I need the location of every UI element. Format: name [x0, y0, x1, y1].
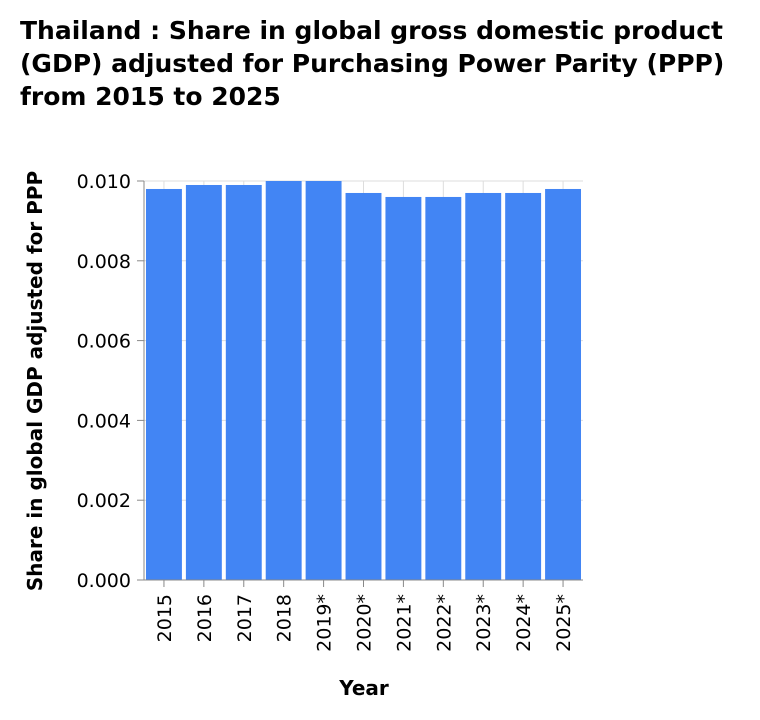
- x-axis-ticks: 2015 2016 2017 2018 2019* 2020* 2021* 2022* 2023…: [154, 580, 575, 652]
- y-tick-label: 0.000: [77, 570, 131, 592]
- x-tick-label: 2018: [274, 594, 296, 642]
- x-tick-label: 2021*: [393, 594, 415, 652]
- chart-title: Thailand : Share in global gross domesti…: [20, 16, 725, 111]
- bar-2022: [425, 196, 462, 580]
- bar-2023: [465, 192, 502, 580]
- x-tick-label: 2017: [234, 594, 256, 642]
- x-axis-label: Year: [338, 676, 389, 700]
- bar-2024: [505, 192, 542, 580]
- y-axis-label: Share in global GDP adjusted for PPP: [23, 171, 47, 591]
- bars: [145, 181, 582, 581]
- bar-2016: [185, 184, 222, 581]
- bar-2017: [225, 184, 262, 581]
- x-tick-label: 2015: [154, 594, 176, 642]
- y-axis-ticks: 0.000 0.002 0.004 0.006 0.008 0.010: [77, 171, 144, 592]
- bar-2019: [305, 181, 342, 580]
- x-tick-label: 2016: [194, 594, 216, 642]
- y-tick-label: 0.008: [77, 251, 131, 273]
- x-tick-label: 2022*: [433, 594, 455, 652]
- bar-2025: [545, 188, 582, 581]
- x-tick-label: 2020*: [354, 594, 376, 652]
- x-tick-label: 2019*: [314, 594, 336, 652]
- bar-2020: [345, 192, 382, 580]
- x-tick-label: 2024*: [513, 594, 535, 652]
- y-tick-label: 0.002: [77, 490, 131, 512]
- x-tick-label: 2023*: [473, 594, 495, 652]
- bar-2015: [145, 188, 182, 581]
- y-tick-label: 0.004: [77, 410, 131, 432]
- bar-2018: [265, 181, 302, 580]
- y-tick-label: 0.006: [77, 331, 131, 353]
- y-tick-label: 0.010: [77, 171, 131, 193]
- x-tick-label: 2025*: [553, 594, 575, 652]
- bar-2021: [385, 196, 422, 580]
